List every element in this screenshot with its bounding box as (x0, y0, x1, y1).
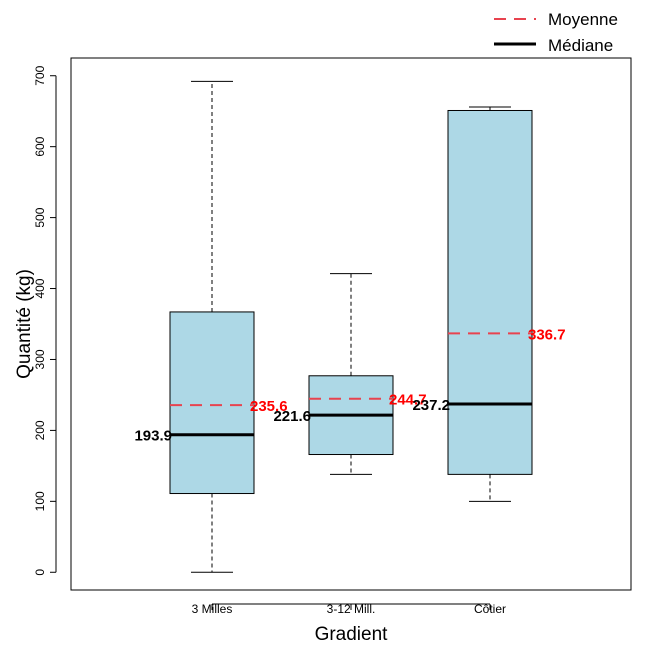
iqr-box (169, 311, 255, 495)
mean-value-label: 235.6 (250, 398, 288, 415)
x-tick-label: Côtier (474, 602, 506, 616)
plot-frame (70, 57, 632, 591)
y-axis-title: Quantité (kg) (14, 269, 35, 379)
y-axis: 0 100 200 300 400 500 600 700 (33, 65, 57, 576)
box-1 (169, 80, 255, 573)
legend-median-label: Médiane (548, 36, 613, 55)
iqr-box (447, 109, 533, 475)
boxes (169, 80, 533, 573)
y-tick-label: 100 (33, 491, 47, 511)
median-value-label: 221.6 (273, 408, 311, 425)
mean-value-label: 244.7 (389, 392, 427, 409)
y-tick-label: 0 (33, 569, 47, 576)
median-value-label: 237.2 (412, 397, 450, 414)
legend-mean-label: Moyenne (548, 10, 618, 29)
y-tick-label: 300 (33, 349, 47, 369)
box-2 (308, 273, 394, 475)
x-axis-title: Gradient (315, 624, 389, 645)
median-value-label: 193.9 (134, 428, 172, 445)
x-axis: 3 Milles 3-12 Mill. Côtier (192, 602, 506, 616)
y-tick-label: 600 (33, 136, 47, 156)
legend: Moyenne Médiane (494, 10, 618, 55)
y-tick-label: 400 (33, 278, 47, 298)
y-tick-label: 700 (33, 65, 47, 85)
x-tick-label: 3 Milles (192, 602, 233, 616)
x-tick-label: 3-12 Mill. (327, 602, 376, 616)
y-tick-label: 200 (33, 420, 47, 440)
box-3 (447, 106, 533, 502)
mean-value-label: 336.7 (528, 326, 566, 343)
y-tick-label: 500 (33, 207, 47, 227)
